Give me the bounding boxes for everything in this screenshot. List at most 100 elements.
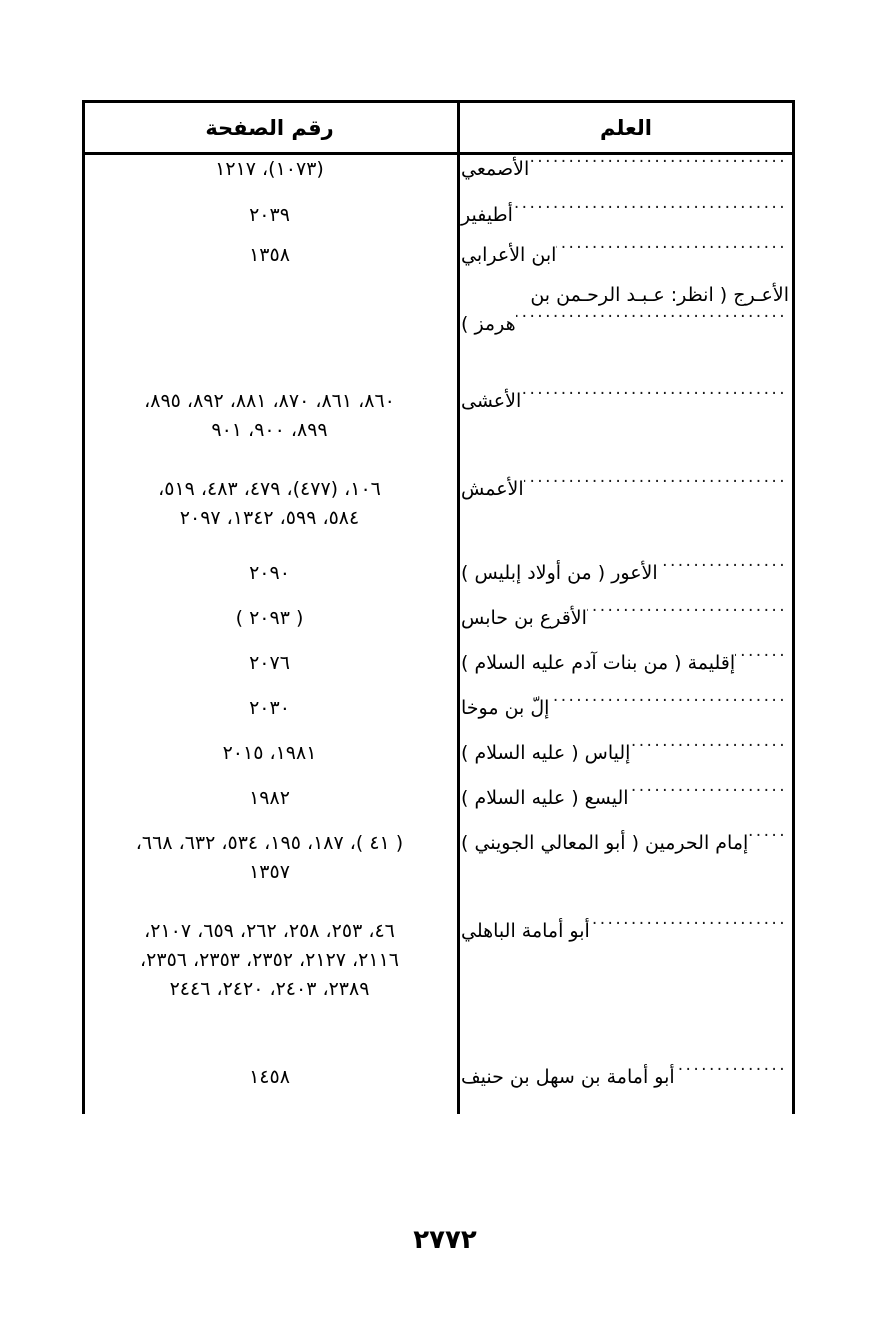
- entry-name-cell: إمام الحرمين ( أبو المعالي الجويني ): [457, 829, 795, 858]
- entry-pages-text: ( ٢٠٩٣ ): [235, 607, 304, 629]
- entry-name-line: الأقرع بن حابس: [461, 604, 789, 633]
- entry-name-cell: اليسع ( عليه السلام ): [457, 784, 795, 813]
- entry-name-line: الأصمعي: [461, 155, 789, 184]
- entry-name-cell: الأقرع بن حابس: [457, 604, 795, 633]
- entry-pages-cell: ( ٤١ )، ١٨٧، ١٩٥، ٥٣٤، ٦٣٢، ٦٦٨، ١٣٥٧: [82, 829, 457, 887]
- entry-pages-text: ٥٨٤، ٥٩٩، ١٣٤٢، ٢٠٩٧: [179, 507, 360, 529]
- entry-name-line: إلياس ( عليه السلام ): [461, 739, 789, 768]
- entry-name-text: الأقرع بن حابس: [461, 607, 587, 629]
- entry-name-line: أبو أمامة الباهلي: [461, 917, 789, 946]
- entry-name-cell: الأعـرج ( انظر: عـبـد الرحـمن بن هرمز ): [457, 281, 795, 339]
- table-row: الأعور ( من أولاد إبليس ) ٢٠٩٠: [82, 559, 795, 604]
- table-body: الأصمعي (١٠٧٣)، ١٢١٧ أطيفير ٢٠٣٩ ابن الأعراب…: [82, 155, 795, 1111]
- entry-pages-cell: ٤٦، ٢٥٣، ٢٥٨، ٢٦٢، ٦٥٩، ٢١٠٧، ٢١١٦، ٢١٢٧،…: [82, 917, 457, 1004]
- entry-name-line: الأعور ( من أولاد إبليس ): [461, 559, 789, 588]
- entry-name-cell: الأعور ( من أولاد إبليس ): [457, 559, 795, 588]
- table-border-left: [82, 103, 85, 1114]
- entry-name-cell: إقليمة ( من بنات آدم عليه السلام ): [457, 649, 795, 678]
- dotted-leader: [521, 388, 787, 407]
- entry-name-text: الأصمعي: [461, 158, 530, 180]
- entry-pages-text: ٢٠٩٠: [249, 562, 290, 584]
- entry-name-cell: أطيفير: [457, 201, 795, 230]
- entry-pages-text: ٢٠٧٦: [249, 652, 290, 674]
- entry-name-text: أبو أمامة الباهلي: [461, 920, 590, 942]
- entry-name-cell: أبو أمامة بن سهل بن حنيف: [457, 1063, 795, 1092]
- dotted-leader: [524, 476, 787, 495]
- entry-name-cell: إلّ بن موخا: [457, 694, 795, 723]
- dotted-leader: [529, 156, 787, 175]
- table-row: أبو أمامة بن سهل بن حنيف ١٤٥٨: [82, 1063, 795, 1111]
- entry-pages-text: (١٠٧٣)، ١٢١٧: [215, 158, 324, 180]
- entry-name-line: إلّ بن موخا: [461, 694, 789, 723]
- entry-name-text: الأعشى: [461, 390, 522, 412]
- table-header-row: العلم رقم الصفحة: [82, 103, 795, 155]
- entry-name-text: إلياس ( عليه السلام ): [461, 742, 631, 764]
- table-row: الأعشى ٨٦٠، ٨٦١، ٨٧٠، ٨٨١، ٨٩٢، ٨٩٥، ٨٩٩، …: [82, 387, 795, 475]
- entry-name-text: الأعمش: [461, 478, 524, 500]
- column-header-names: العلم: [600, 115, 652, 140]
- entry-pages-cell: ٢٠٩٠: [82, 559, 457, 588]
- entry-pages-text: ٢٠٣٠: [249, 697, 290, 719]
- entry-name-cell: الأعشى: [457, 387, 795, 416]
- entry-pages-text: ٢٣٨٩، ٢٤٠٣، ٢٤٢٠، ٢٤٤٦: [169, 978, 370, 1000]
- entry-name-text: أبو أمامة بن سهل بن حنيف: [461, 1066, 675, 1088]
- table-row: ابن الأعرابي ١٣٥٨: [82, 241, 795, 281]
- entry-name-cell: الأعمش: [457, 475, 795, 504]
- table-row: الأقرع بن حابس ( ٢٠٩٣ ): [82, 604, 795, 649]
- entry-pages-text: ١٣٥٨: [249, 244, 290, 266]
- dotted-leader: [735, 650, 787, 669]
- dotted-leader: [658, 560, 787, 579]
- dotted-leader: [556, 242, 787, 261]
- entry-name-cell: ابن الأعرابي: [457, 241, 795, 270]
- entry-name-line: هرمز ): [461, 310, 789, 339]
- entry-name-line: إقليمة ( من بنات آدم عليه السلام ): [461, 649, 789, 678]
- table-row: الأعمش ١٠٦، (٤٧٧)، ٤٧٩، ٤٨٣، ٥١٩، ٥٨٤، ٥٩٩…: [82, 475, 795, 559]
- entry-name-cell: أبو أمامة الباهلي: [457, 917, 795, 946]
- table-row: الأصمعي (١٠٧٣)، ١٢١٧: [82, 155, 795, 201]
- entry-name-text: إلّ بن موخا: [461, 697, 550, 719]
- entry-name-line: الأعشى: [461, 387, 789, 416]
- entry-pages-text: ٢١١٦، ٢١٢٧، ٢٣٥٢، ٢٣٥٣، ٢٣٥٦،: [140, 949, 399, 971]
- entry-name-text: الأعـرج ( انظر: عـبـد الرحـمن بن: [530, 284, 789, 306]
- entry-pages-text: ١٣٥٧: [249, 861, 290, 883]
- dotted-leader: [748, 830, 787, 849]
- dotted-leader: [675, 1064, 787, 1083]
- dotted-leader: [587, 605, 787, 624]
- table-row: الأعـرج ( انظر: عـبـد الرحـمن بن هرمز ): [82, 281, 795, 387]
- entry-name-text: هرمز ): [461, 313, 516, 335]
- entry-pages-text: ١٩٨١، ٢٠١٥: [222, 742, 317, 764]
- entry-pages-cell: ( ٢٠٩٣ ): [82, 604, 457, 633]
- entry-pages-cell: (١٠٧٣)، ١٢١٧: [82, 155, 457, 184]
- entry-pages-cell: ٨٦٠، ٨٦١، ٨٧٠، ٨٨١، ٨٩٢، ٨٩٥، ٨٩٩، ٩٠٠، ٩…: [82, 387, 457, 445]
- entry-name-text: أطيفير: [461, 204, 513, 226]
- entry-pages-text: ( ٤١ )، ١٨٧، ١٩٥، ٥٣٤، ٦٣٢، ٦٦٨،: [135, 832, 404, 854]
- entry-name-text: الأعور ( من أولاد إبليس ): [461, 562, 658, 584]
- dotted-leader: [549, 695, 787, 714]
- table-row: إقليمة ( من بنات آدم عليه السلام ) ٢٠٧٦: [82, 649, 795, 694]
- table-border-right: [792, 103, 795, 1114]
- entry-name-line: اليسع ( عليه السلام ): [461, 784, 789, 813]
- entry-name-line: أبو أمامة بن سهل بن حنيف: [461, 1063, 789, 1092]
- index-table: العلم رقم الصفحة الأصمعي (١٠٧٣)، ١٢١٧ أطيف…: [82, 100, 795, 1114]
- entry-pages-cell: ١٤٥٨: [82, 1063, 457, 1092]
- entry-pages-text: ١٠٦، (٤٧٧)، ٤٧٩، ٤٨٣، ٥١٩،: [158, 478, 381, 500]
- dotted-leader: [629, 785, 787, 804]
- entry-pages-cell: ٢٠٧٦: [82, 649, 457, 678]
- dotted-leader: [516, 311, 787, 330]
- entry-name-text: إقليمة ( من بنات آدم عليه السلام ): [461, 652, 736, 674]
- dotted-leader: [590, 918, 787, 937]
- entry-pages-text: ٢٠٣٩: [249, 204, 290, 226]
- entry-pages-text: ٨٦٠، ٨٦١، ٨٧٠، ٨٨١، ٨٩٢، ٨٩٥،: [144, 390, 395, 412]
- entry-pages-text: ١٤٥٨: [249, 1066, 290, 1088]
- table-row: اليسع ( عليه السلام ) ١٩٨٢: [82, 784, 795, 829]
- entry-pages-cell: ١٠٦، (٤٧٧)، ٤٧٩، ٤٨٣، ٥١٩، ٥٨٤، ٥٩٩، ١٣٤٢…: [82, 475, 457, 533]
- entry-name-cell: إلياس ( عليه السلام ): [457, 739, 795, 768]
- table-row: إمام الحرمين ( أبو المعالي الجويني )( ٤١…: [82, 829, 795, 917]
- table-row: إلياس ( عليه السلام ) ١٩٨١، ٢٠١٥: [82, 739, 795, 784]
- entry-pages-cell: ٢٠٣٩: [82, 201, 457, 230]
- entry-name-cell: الأصمعي: [457, 155, 795, 184]
- entry-name-text: إمام الحرمين ( أبو المعالي الجويني ): [461, 832, 749, 854]
- dotted-leader: [630, 740, 787, 759]
